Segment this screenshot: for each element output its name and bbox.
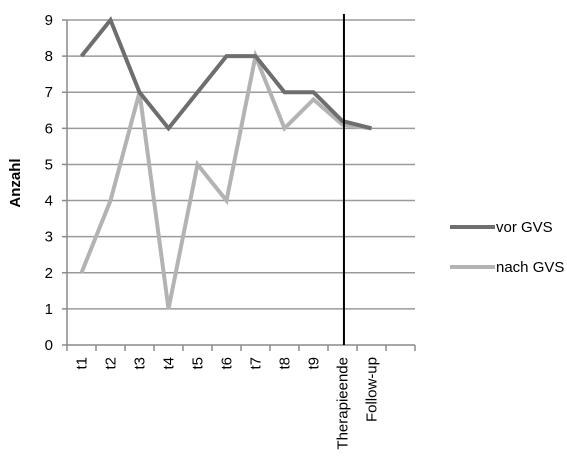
y-tick-label: 6 xyxy=(45,120,53,137)
legend-item-1: nach GVS xyxy=(450,259,564,276)
y-tick-label: 7 xyxy=(45,84,53,101)
legend-item-0: vor GVS xyxy=(450,219,553,236)
y-tick-label: 4 xyxy=(45,193,53,210)
series-line-1 xyxy=(79,49,372,310)
x-tick-label: t2 xyxy=(103,357,120,370)
y-tick-label: 9 xyxy=(45,12,53,29)
y-tick-label: 8 xyxy=(45,48,53,65)
y-tick-label: 5 xyxy=(45,156,53,173)
x-tick-label: t8 xyxy=(277,357,294,370)
x-tick-label: t3 xyxy=(132,357,149,370)
series-0 xyxy=(79,16,372,132)
y-tick-labels: 0 1 2 3 4 5 6 7 8 9 xyxy=(45,12,53,354)
y-tick-label: 3 xyxy=(45,229,53,246)
series-lines xyxy=(79,16,372,310)
y-tick-label: 2 xyxy=(45,265,53,282)
legend: vor GVS nach GVS xyxy=(450,219,564,276)
x-tick-label: t6 xyxy=(219,357,236,370)
x-tick-label: Follow-up xyxy=(364,357,381,422)
x-tick-label: t4 xyxy=(161,357,178,370)
y-tick-label: 1 xyxy=(45,301,53,318)
x-tick-label: t1 xyxy=(74,357,91,370)
axes xyxy=(62,19,416,351)
legend-label-0: vor GVS xyxy=(496,219,553,236)
x-tick-label: t9 xyxy=(306,357,323,370)
series-1 xyxy=(79,49,372,310)
y-axis-title: Anzahl xyxy=(7,158,24,207)
x-tick-labels: t1 t2 t3 t4 t5 t6 t7 t8 t9 Therapieende Follow-up xyxy=(74,357,381,450)
x-tick-label: t5 xyxy=(190,357,207,370)
x-tick-label: t7 xyxy=(248,357,265,370)
x-tick-label: Therapieende xyxy=(335,357,352,450)
legend-label-1: nach GVS xyxy=(496,259,564,276)
y-tick-label: 0 xyxy=(45,337,53,354)
